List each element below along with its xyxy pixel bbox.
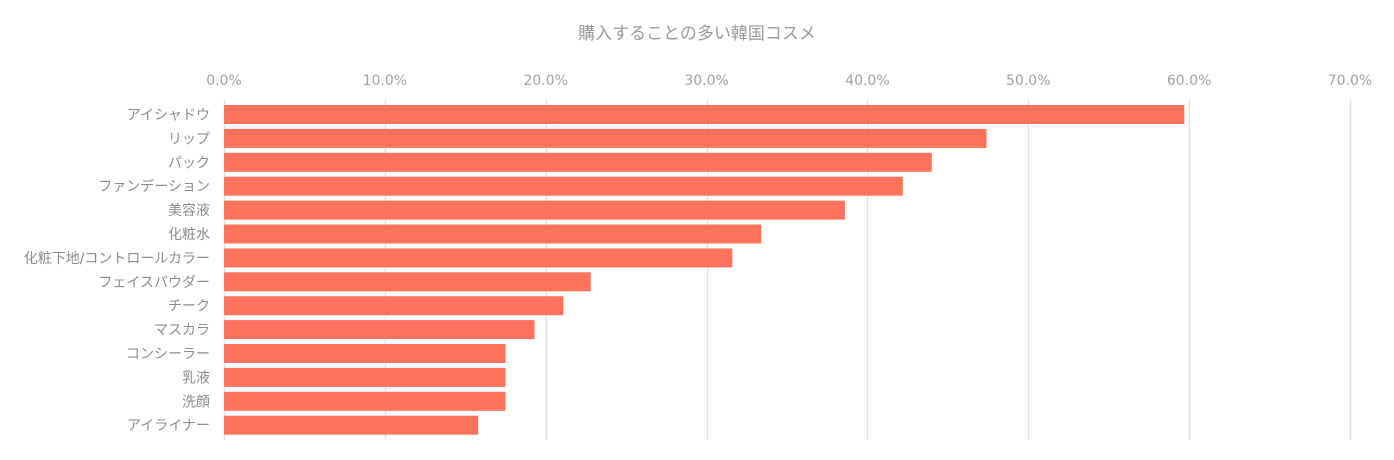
x-tick-label: 0.0% — [206, 73, 242, 89]
bar — [224, 176, 903, 196]
category-label: チーク — [168, 299, 210, 315]
bar — [224, 367, 506, 387]
bars — [224, 105, 1185, 435]
category-label: マスカラ — [154, 323, 210, 339]
bar — [224, 248, 733, 268]
x-tick-label: 30.0% — [684, 73, 728, 89]
category-label: 乳液 — [182, 370, 210, 386]
category-label: 美容液 — [168, 202, 210, 219]
category-labels: アイシャドウリップパックファンデーション美容液化粧水化粧下地/コントロールカラー… — [24, 108, 210, 435]
bar — [224, 272, 591, 292]
category-label: ファンデーション — [98, 178, 210, 195]
category-label: 化粧水 — [168, 227, 210, 243]
bar — [224, 391, 506, 411]
category-label: リップ — [168, 131, 210, 147]
x-tick-label: 20.0% — [523, 73, 567, 89]
category-label: 洗顔 — [182, 394, 210, 410]
x-tick-label: 60.0% — [1167, 73, 1211, 89]
chart-title: 購入することの多い韓国コスメ — [578, 24, 816, 44]
category-label: アイライナー — [127, 418, 210, 434]
category-label: アイシャドウ — [127, 108, 210, 124]
bar — [224, 200, 845, 220]
bar — [224, 152, 932, 172]
bar — [224, 128, 987, 148]
bar — [224, 224, 762, 244]
category-label: フェイスパウダー — [98, 275, 210, 291]
bar — [224, 344, 506, 363]
bar — [224, 320, 535, 340]
bar — [224, 415, 479, 435]
x-axis-ticks: 0.0% 10.0% 20.0% 30.0% 40.0% 50.0% 60.0% 70.0% — [206, 73, 1372, 89]
category-label: 化粧下地/コントロールカラー — [24, 251, 210, 267]
gridlines — [223, 100, 1352, 440]
bar — [224, 105, 1185, 124]
x-tick-label: 10.0% — [363, 73, 407, 89]
category-label: パック — [168, 155, 210, 171]
x-tick-label: 50.0% — [1006, 73, 1050, 89]
x-tick-label: 70.0% — [1328, 73, 1372, 89]
x-tick-label: 40.0% — [845, 73, 889, 89]
category-label: コンシーラー — [126, 347, 210, 363]
bar — [224, 296, 564, 316]
